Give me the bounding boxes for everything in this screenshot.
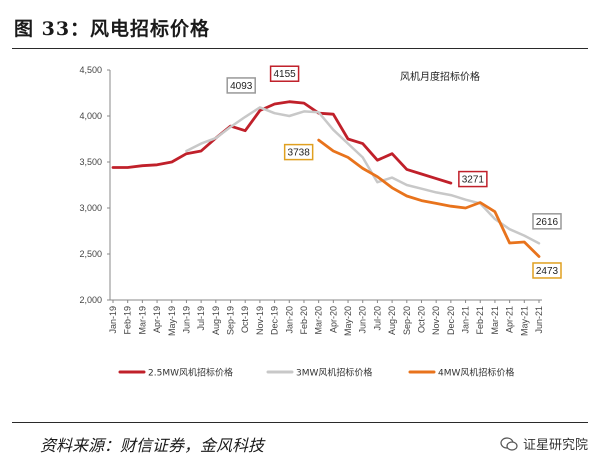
x-tick-label: Mar-20 [314,306,324,335]
x-tick-label: Apr-20 [328,306,338,333]
figure-title: 图 33：风电招标价格 [14,18,211,40]
x-tick-label: May-19 [167,306,177,336]
x-tick-label: Feb-21 [475,306,485,335]
wechat-icon [500,436,518,451]
x-tick-label: Jan-21 [461,306,471,334]
x-tick-label: Dec-20 [446,306,456,335]
watermark-text: 证星研究院 [522,438,588,453]
x-tick-label: Aug-20 [387,306,397,335]
series-line-3 [317,138,541,258]
annotation-label: 3271 [462,175,485,186]
annotation-label: 4155 [273,69,296,80]
x-tick-label: Jan-20 [284,306,294,334]
annotation-label: 2473 [536,266,559,277]
x-tick-label: May-21 [519,306,529,336]
legend-label-3: 4MW风机招标价格 [438,367,514,379]
y-tick-label: 2,000 [79,295,102,305]
series-line-1 [111,100,453,185]
annotation-label: 3738 [288,148,311,159]
annotation-box [458,170,488,188]
x-tick-label: Sep-19 [226,306,236,335]
x-tick-label: Jul-20 [372,306,382,331]
x-tick-label: Sep-20 [402,306,412,335]
watermark: 证星研究院 [500,434,588,453]
x-tick-label: Mar-19 [137,306,147,335]
x-tick-label: Jul-19 [196,306,206,331]
price-line-chart: 2,000 2,500 3,000 3,500 4,000 4,500 Jan-19 Feb-… [79,65,562,379]
x-tick-label: Oct-19 [240,306,250,333]
x-tick-label: Nov-19 [255,306,265,335]
y-tick-label: 4,500 [79,65,102,75]
legend-label-1: 2.5MW风机招标价格 [148,367,233,379]
x-tick-label: Dec-19 [270,306,280,335]
annotation-label: 2616 [536,217,559,228]
y-tick-label: 4,000 [79,111,102,121]
y-tick-label: 3,000 [79,203,102,213]
x-tick-label: Oct-20 [416,306,426,333]
chart-title: 风机月度招标价格 [400,70,480,83]
x-tick-label: Mar-21 [490,306,500,335]
y-tick-label: 2,500 [79,249,102,259]
annotation-box [532,213,562,230]
bottom-rule [12,422,588,423]
x-tick-label: Jun-20 [358,306,368,334]
x-tick-label: Apr-21 [505,306,515,333]
x-tick-label: May-20 [343,306,353,336]
x-tick-label: Feb-19 [123,306,133,335]
source-note: 资料来源：财信证券，金风科技 [40,436,265,455]
x-tick-label: Apr-19 [152,306,162,333]
y-tick-label: 3,500 [79,157,102,167]
annotation-box [226,77,256,94]
x-tick-label: Aug-19 [211,306,221,335]
annotation-box [283,143,314,161]
x-tick-label: Jun-21 [534,306,544,334]
x-tick-label: Jun-19 [181,306,191,334]
legend-label-2: 3MW风机招标价格 [296,367,372,379]
top-rule [12,48,588,49]
x-tick-label: Feb-20 [299,306,309,335]
annotation-box [269,65,300,82]
x-tick-label: Jan-19 [108,306,118,334]
annotation-label: 4093 [230,81,253,92]
x-tick-label: Nov-20 [431,306,441,335]
annotation-box [532,262,562,279]
